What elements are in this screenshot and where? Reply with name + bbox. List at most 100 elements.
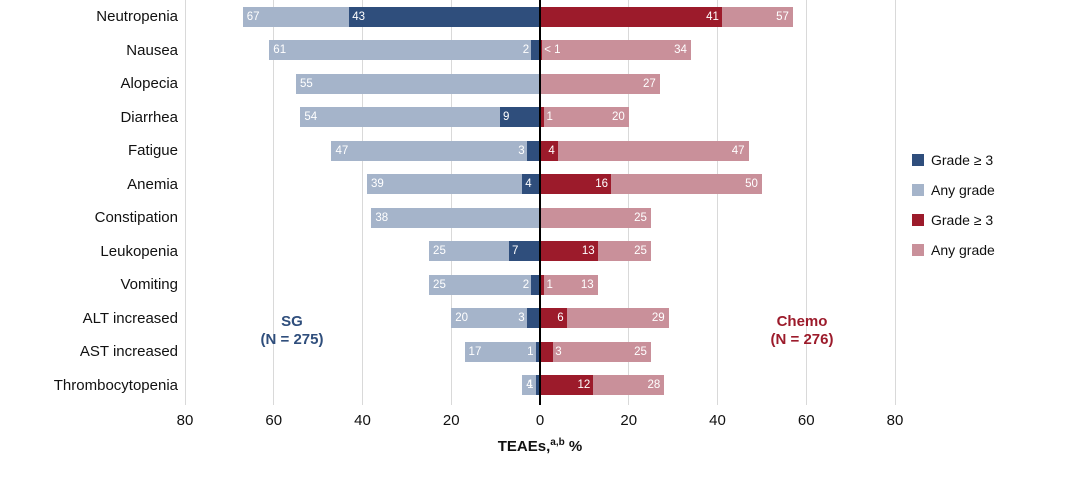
chemo-grade3-value: 1 xyxy=(546,111,553,124)
x-axis-tick-label: 40 xyxy=(709,412,726,429)
axis-title-text: TEAEs, xyxy=(497,438,551,455)
chemo-grade3-bar xyxy=(540,274,545,295)
legend-item-chemo-any-grade: Any grade xyxy=(912,239,995,260)
chemo-grade3-value: 1 xyxy=(546,278,553,291)
sg-any-grade-value: 47 xyxy=(335,144,349,157)
legend-item-sg-any-grade: Any grade xyxy=(912,179,995,200)
sg-any-grade-value: 4 xyxy=(526,379,533,392)
sg-grade3-value: 9 xyxy=(503,111,510,124)
x-axis-tick-label: 60 xyxy=(265,412,283,429)
x-axis-tick-label: 0 xyxy=(535,412,545,429)
legend-item-chemo-grade3: Grade ≥ 3 xyxy=(912,209,995,230)
chemo-any-grade-swatch-icon xyxy=(912,243,924,256)
sg-grade3-bar xyxy=(522,174,540,195)
chemo-any-grade-bar xyxy=(540,107,629,128)
sg-grade3-value: 43 xyxy=(352,10,365,23)
sg-any-grade-bar xyxy=(331,140,540,161)
chemo-group-label: Chemo (N = 276) xyxy=(717,313,887,349)
x-axis-tick-label: 40 xyxy=(354,412,371,429)
gridline xyxy=(450,0,452,405)
category-label: Thrombocytopenia xyxy=(53,376,178,394)
sg-any-grade-value: 25 xyxy=(433,245,446,258)
chemo-any-grade-bar xyxy=(540,341,651,362)
chemo-grade3-bar xyxy=(540,107,545,128)
legend-label: Any grade xyxy=(931,181,995,198)
zero-axis-line xyxy=(539,0,541,405)
chemo-grade3-bar xyxy=(540,140,558,161)
chemo-any-grade-bar xyxy=(540,274,598,295)
sg-grade3-bar xyxy=(508,241,540,262)
sg-any-grade-swatch-icon xyxy=(912,183,924,196)
chemo-grade3-bar xyxy=(540,308,567,329)
sg-grade3-swatch-icon xyxy=(912,153,924,166)
sg-grade3-value: 7 xyxy=(511,245,519,258)
category-label: Fatigue xyxy=(127,142,178,159)
sg-any-grade-value: 39 xyxy=(370,178,384,191)
sg-grade3-value: 2 xyxy=(522,44,530,57)
sg-grade3-value: 3 xyxy=(518,144,525,157)
sg-grade3-bar xyxy=(531,274,540,295)
x-axis-tick-label: 20 xyxy=(442,412,460,429)
chemo-grade3-value: < 1 xyxy=(544,44,561,57)
legend-label: Any grade xyxy=(931,241,995,258)
chemo-any-grade-value: 28 xyxy=(647,379,661,392)
chart-plot-area: 67 43 57 41 61 2 34 < 1 55 27 54 9 20 1 47 3 47 4 39 4 50 16 3… xyxy=(184,0,896,405)
category-label: Leukopenia xyxy=(100,242,178,260)
sg-any-grade-value: 17 xyxy=(468,345,482,358)
chemo-grade3-value: 12 xyxy=(577,379,591,392)
chemo-any-grade-bar xyxy=(540,308,669,329)
legend-label: Grade ≥ 3 xyxy=(931,151,994,168)
sg-any-grade-bar xyxy=(429,274,540,295)
chemo-grade3-bar xyxy=(540,6,722,27)
chemo-grade3-bar xyxy=(540,40,543,61)
sg-grade3-bar xyxy=(349,6,540,27)
sg-any-grade-bar xyxy=(295,73,540,94)
chemo-any-grade-bar xyxy=(540,73,660,94)
category-label: Vomiting xyxy=(120,276,178,293)
sg-any-grade-value: 55 xyxy=(299,77,313,90)
sg-any-grade-bar xyxy=(366,174,540,195)
chemo-grade3-bar xyxy=(540,174,611,195)
sg-grade3-value: 2 xyxy=(522,278,530,291)
chemo-any-grade-bar xyxy=(540,140,749,161)
chemo-any-grade-value: 25 xyxy=(634,245,647,258)
chemo-grade3-value: 13 xyxy=(581,245,595,258)
category-label: AST increased xyxy=(79,343,178,360)
axis-title-superscript: a,b xyxy=(550,437,565,448)
chemo-any-grade-value: 29 xyxy=(651,312,665,325)
sg-any-grade-value: 61 xyxy=(273,44,287,57)
x-axis-tick-label: 60 xyxy=(797,412,815,429)
chemo-any-grade-bar xyxy=(540,40,691,61)
sg-any-grade-value: 38 xyxy=(375,211,389,224)
sg-any-grade-value: 67 xyxy=(246,10,260,23)
chemo-any-grade-bar xyxy=(540,207,651,228)
gridline xyxy=(362,0,363,405)
chemo-any-grade-value: 34 xyxy=(674,44,687,57)
chemo-any-grade-value: 25 xyxy=(634,345,647,358)
legend-label: Grade ≥ 3 xyxy=(931,211,994,228)
sg-grade3-value: 4 xyxy=(525,178,532,191)
chemo-group-name: Chemo xyxy=(776,313,828,330)
gridline xyxy=(805,0,807,405)
sg-group-label: SG (N = 275) xyxy=(207,313,377,349)
gridline xyxy=(628,0,630,405)
category-label: Anemia xyxy=(127,175,178,193)
category-label: Nausea xyxy=(126,41,178,59)
gridline xyxy=(184,0,186,405)
gridline xyxy=(273,0,275,405)
sg-any-grade-bar xyxy=(371,207,540,228)
chemo-grade3-bar xyxy=(540,375,594,396)
sg-any-grade-bar xyxy=(451,308,540,329)
gridline xyxy=(894,0,896,405)
sg-any-grade-bar xyxy=(464,341,540,362)
sg-any-grade-value: 20 xyxy=(455,312,469,325)
chemo-grade3-value: 3 xyxy=(555,345,562,358)
sg-grade3-bar xyxy=(500,107,540,128)
sg-grade3-value: 3 xyxy=(518,312,525,325)
chemo-any-grade-value: 57 xyxy=(776,10,789,23)
chemo-grade3-bar xyxy=(540,241,598,262)
chemo-grade3-swatch-icon xyxy=(912,213,924,226)
sg-any-grade-bar xyxy=(269,40,540,61)
category-axis: Neutropenia Nausea Alopecia Diarrhea Fatigue… xyxy=(6,0,178,405)
